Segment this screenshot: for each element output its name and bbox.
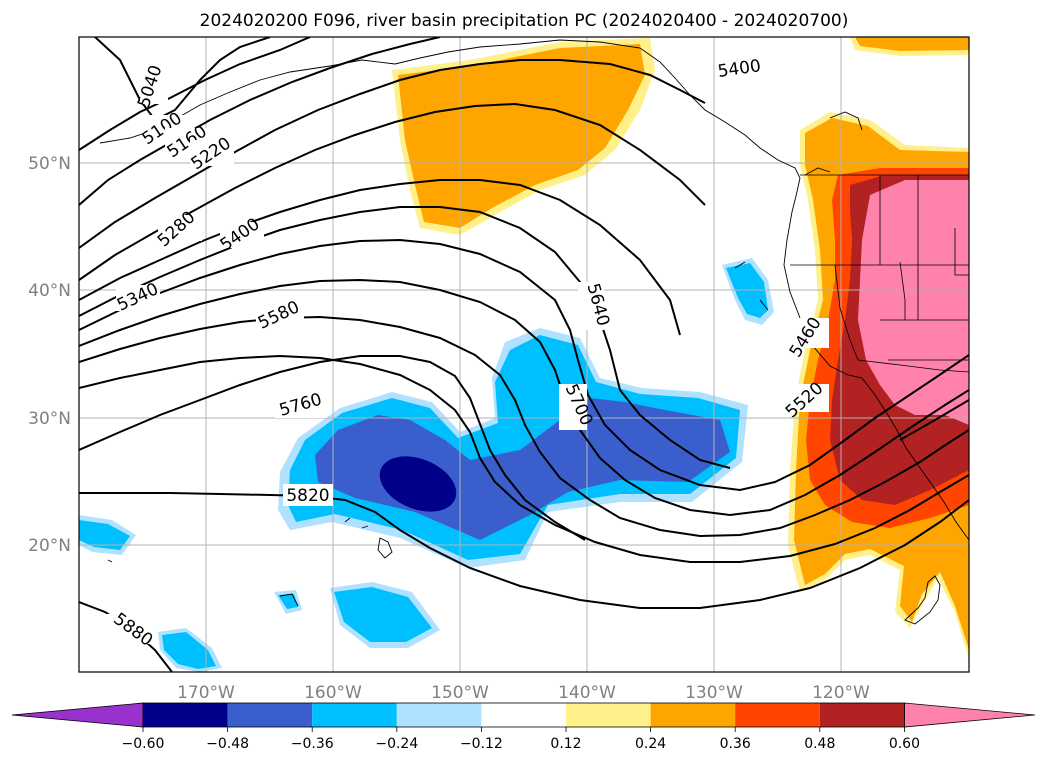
map-area: 5040 5100 5160 5220 5280 5340 5400 5400 …: [79, 37, 969, 672]
colorbar-tick-label: 0.24: [635, 736, 666, 752]
colorbar-tick-label: 0.36: [720, 736, 751, 752]
colorbar-segment: [481, 703, 566, 727]
colorbar-segment: [650, 703, 736, 727]
colorbar-segment: [566, 703, 651, 727]
lat-label: 30°N: [28, 409, 71, 429]
colorbar-tick-label: 0.12: [550, 736, 581, 752]
lat-label: 20°N: [28, 536, 71, 556]
negative-anomaly-subtropical-band: [278, 328, 748, 568]
contour-label: 5820: [286, 486, 329, 506]
longitude-labels: 170°W 160°W 150°W 140°W 130°W 120°W: [177, 683, 870, 703]
colorbar-segment: [143, 703, 228, 727]
latitude-labels: 50°N 40°N 30°N 20°N: [28, 154, 71, 556]
lon-label: 150°W: [431, 683, 489, 703]
geopotential-contours: [79, 37, 969, 672]
positive-anomaly-north-east: [850, 37, 969, 56]
map-frame: [78, 36, 970, 673]
colorbar-tick-label: −0.12: [460, 736, 503, 752]
lon-label: 160°W: [304, 683, 362, 703]
lon-label: 120°W: [812, 683, 870, 703]
colorbar-outline: [142, 702, 905, 728]
colorbar-segment: [735, 703, 820, 727]
colorbar-segment: [312, 703, 397, 727]
contour-labels: 5040 5100 5160 5220 5280 5340 5400 5400 …: [106, 56, 829, 651]
lat-label: 40°N: [28, 281, 71, 301]
colorbar-tick-label: −0.48: [206, 736, 249, 752]
lat-label: 50°N: [28, 154, 71, 174]
lon-label: 130°W: [685, 683, 743, 703]
colorbar-segment: [819, 703, 905, 727]
colorbar-tick-label: 0.60: [889, 736, 920, 752]
political-borders: [790, 174, 969, 373]
lon-label: 170°W: [177, 683, 235, 703]
colorbar-segment: [227, 703, 313, 727]
colorbar: −0.60 −0.48 −0.36 −0.24 −0.12 0.12 0.24 0.36 0.4…: [11, 702, 1036, 752]
colorbar-tick-label: −0.36: [291, 736, 334, 752]
colorbar-extend-high: [904, 702, 1036, 728]
colorbar-extend-low: [11, 702, 144, 728]
colorbar-tick-label: −0.24: [375, 736, 418, 752]
colorbar-tick-label: 0.48: [804, 736, 835, 752]
colorbar-segment: [396, 703, 482, 727]
figure-title: 2024020200 F096, river basin precipitati…: [200, 11, 849, 31]
colorbar-tick-label: −0.60: [122, 736, 165, 752]
lon-label: 140°W: [558, 683, 616, 703]
